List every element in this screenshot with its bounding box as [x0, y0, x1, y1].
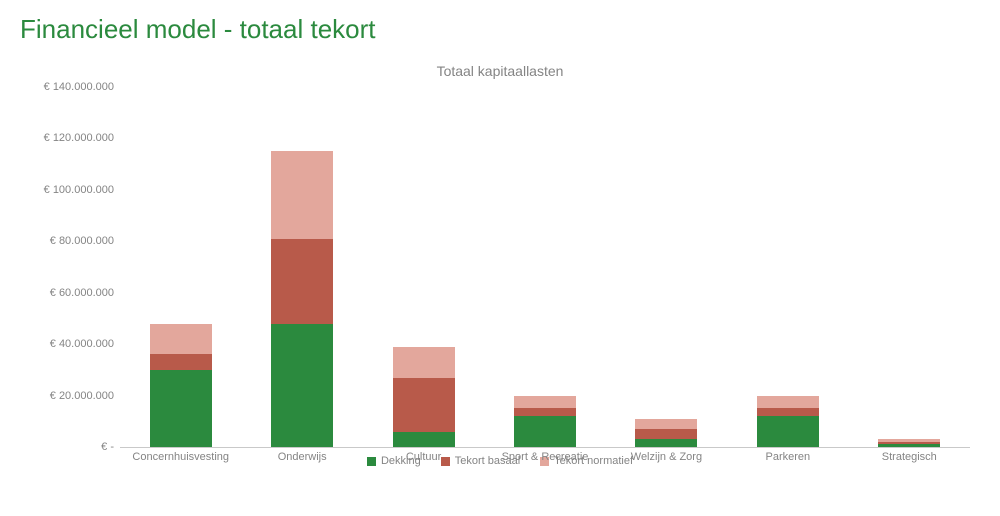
bar-segment: [393, 378, 455, 432]
bar-segment: [514, 416, 576, 447]
bar-segment: [757, 396, 819, 409]
bar-segment: [150, 370, 212, 447]
y-tick-label: € 40.000.000: [30, 338, 120, 350]
bar-segment: [635, 419, 697, 429]
y-tick-label: € 60.000.000: [30, 287, 120, 299]
bar-parkeren: [757, 396, 819, 447]
bar-strategisch: [878, 439, 940, 447]
bar-segment: [878, 439, 940, 442]
legend-swatch: [441, 457, 450, 466]
legend-swatch: [367, 457, 376, 466]
x-label: Sport & Recreatie: [502, 451, 589, 463]
bar-welzijn-zorg: [635, 419, 697, 447]
x-label: Cultuur: [406, 451, 441, 463]
x-label: Parkeren: [766, 451, 811, 463]
x-label: Onderwijs: [278, 451, 327, 463]
y-axis: € -€ 20.000.000€ 40.000.000€ 60.000.000€…: [30, 87, 120, 447]
y-tick-label: € 80.000.000: [30, 235, 120, 247]
y-tick-label: € 140.000.000: [30, 81, 120, 93]
x-label: Strategisch: [882, 451, 937, 463]
bar-concernhuisvesting: [150, 324, 212, 447]
bar-segment: [878, 442, 940, 445]
y-tick-label: € 100.000.000: [30, 184, 120, 196]
bar-cultuur: [393, 347, 455, 447]
bar-segment: [271, 151, 333, 238]
page-title: Financieel model - totaal tekort: [20, 14, 982, 45]
bar-segment: [514, 396, 576, 409]
bar-segment: [150, 354, 212, 369]
bar-segment: [878, 444, 940, 447]
chart: € - € 20.000.000 € 40.000.000 € 60.000.000 €…: [30, 87, 970, 467]
bar-segment: [514, 408, 576, 416]
y-tick-label: € 120.000.000: [30, 132, 120, 144]
page: Financieel model - totaal tekort Totaal …: [0, 0, 1000, 516]
x-label: Concernhuisvesting: [132, 451, 229, 463]
bar-segment: [271, 324, 333, 447]
x-label: Welzijn & Zorg: [631, 451, 702, 463]
bar-segment: [757, 416, 819, 447]
bar-segment: [635, 439, 697, 447]
chart-title: Totaal kapitaallasten: [18, 63, 982, 79]
bar-segment: [271, 239, 333, 324]
y-tick-label: € 20.000.000: [30, 390, 120, 402]
bar-segment: [150, 324, 212, 355]
y-tick-label: € -: [30, 441, 120, 453]
bar-segment: [393, 347, 455, 378]
plot-area: [120, 87, 970, 448]
bar-segment: [757, 408, 819, 416]
bar-sport-recreatie: [514, 396, 576, 447]
bar-segment: [393, 432, 455, 447]
bar-onderwijs: [271, 151, 333, 447]
bar-segment: [635, 429, 697, 439]
